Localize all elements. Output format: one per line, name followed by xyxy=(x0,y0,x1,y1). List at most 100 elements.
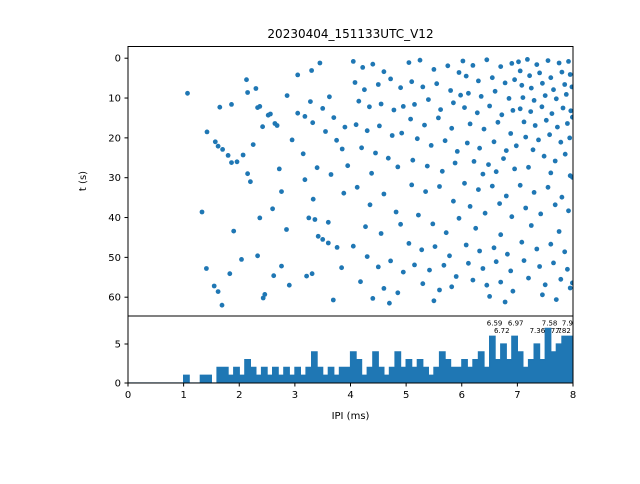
scatter-point xyxy=(551,260,556,266)
x-tick-label: 5 xyxy=(403,390,409,401)
histogram-ticks: 0 1 2 3 4 5 6 7 8 0 5 xyxy=(115,340,577,402)
scatter-y-axis-label: t (s) xyxy=(78,171,89,191)
scatter-point xyxy=(432,244,438,250)
scatter-point xyxy=(381,191,387,197)
y-tick-label: 50 xyxy=(108,253,121,264)
scatter-point xyxy=(456,215,462,221)
scatter-point xyxy=(439,168,445,174)
scatter-point xyxy=(391,107,397,113)
scatter-point xyxy=(409,182,415,188)
scatter-point xyxy=(217,104,223,110)
scatter-point xyxy=(441,262,447,268)
scatter-point xyxy=(395,290,401,296)
scatter-point xyxy=(542,93,548,98)
peak-annotation-label: 7.36 xyxy=(530,327,546,335)
scatter-point xyxy=(528,223,534,228)
scatter-point xyxy=(395,164,401,170)
scatter-point xyxy=(356,98,362,104)
scatter-point xyxy=(555,124,560,130)
scatter-point xyxy=(295,110,301,116)
scatter-point xyxy=(409,79,415,85)
scatter-point xyxy=(304,273,309,279)
scatter-point xyxy=(445,63,451,69)
scatter-point xyxy=(389,133,395,138)
scatter-point xyxy=(325,240,331,246)
scatter-point xyxy=(398,221,403,227)
scatter-point xyxy=(414,136,420,142)
scatter-point xyxy=(417,57,423,63)
peak-annotation-label: 7.58 xyxy=(542,320,558,328)
y-tick-label: 40 xyxy=(108,213,121,224)
scatter-point xyxy=(443,230,449,236)
scatter-point xyxy=(481,126,487,132)
scatter-point xyxy=(562,82,568,87)
scatter-point xyxy=(549,111,555,116)
scatter-point xyxy=(204,129,210,135)
scatter-point xyxy=(328,172,334,177)
scatter-point xyxy=(437,287,442,293)
scatter-point xyxy=(350,59,356,64)
scatter-point xyxy=(567,135,573,141)
scatter-point xyxy=(493,259,499,265)
scatter-point xyxy=(422,122,427,128)
y-tick-label: 30 xyxy=(108,173,121,184)
scatter-point xyxy=(229,102,234,107)
scatter-point xyxy=(211,283,217,289)
scatter-point xyxy=(339,265,344,271)
scatter-point xyxy=(456,70,462,75)
scatter-point xyxy=(542,282,548,288)
scatter-point xyxy=(551,87,556,93)
scatter-point xyxy=(442,138,448,144)
scatter-point xyxy=(476,187,481,193)
scatter-point xyxy=(470,277,476,283)
scatter-point xyxy=(501,156,506,162)
scatter-point xyxy=(302,177,308,183)
scatter-point xyxy=(493,169,499,175)
scatter-point xyxy=(310,196,316,202)
scatter-point xyxy=(547,132,552,138)
scatter-point xyxy=(352,80,358,85)
scatter-point xyxy=(393,209,399,215)
scatter-point xyxy=(400,104,406,109)
scatter-point xyxy=(370,296,376,301)
scatter-point xyxy=(480,266,486,271)
scatter-point xyxy=(519,239,525,245)
scatter-point xyxy=(219,302,225,308)
scatter-points xyxy=(185,57,573,308)
scatter-point xyxy=(437,184,442,189)
scatter-point xyxy=(375,264,381,270)
peak-annotation-label: 7.9 xyxy=(562,320,573,328)
scatter-point xyxy=(521,119,527,125)
scatter-point xyxy=(430,221,436,227)
scatter-point xyxy=(512,166,517,172)
scatter-point xyxy=(470,63,476,68)
scatter-point xyxy=(467,121,473,127)
scatter-point xyxy=(534,246,540,252)
scatter-point xyxy=(540,80,545,86)
scatter-point xyxy=(225,153,231,158)
scatter-point xyxy=(505,251,510,257)
scatter-y-ticks: 0 10 20 30 40 50 60 xyxy=(108,54,128,304)
scatter-point xyxy=(526,275,531,281)
scatter-point xyxy=(385,155,391,161)
scatter-point xyxy=(330,297,336,303)
scatter-point xyxy=(327,94,332,100)
scatter-point xyxy=(364,254,370,259)
scatter-point xyxy=(517,68,523,74)
scatter-point xyxy=(284,227,289,232)
scatter-point xyxy=(334,245,340,250)
scatter-point xyxy=(553,297,559,302)
scatter-point xyxy=(308,99,313,104)
scatter-point xyxy=(353,122,359,128)
scatter-point xyxy=(538,211,544,217)
scatter-point xyxy=(215,143,221,149)
scatter-point xyxy=(559,69,565,75)
scatter-point xyxy=(509,214,515,220)
scatter-point xyxy=(342,124,348,130)
scatter-point xyxy=(185,90,190,96)
scatter-point xyxy=(536,137,541,143)
scatter-point xyxy=(477,248,482,254)
scatter-point xyxy=(545,58,551,63)
scatter-point xyxy=(420,281,426,287)
